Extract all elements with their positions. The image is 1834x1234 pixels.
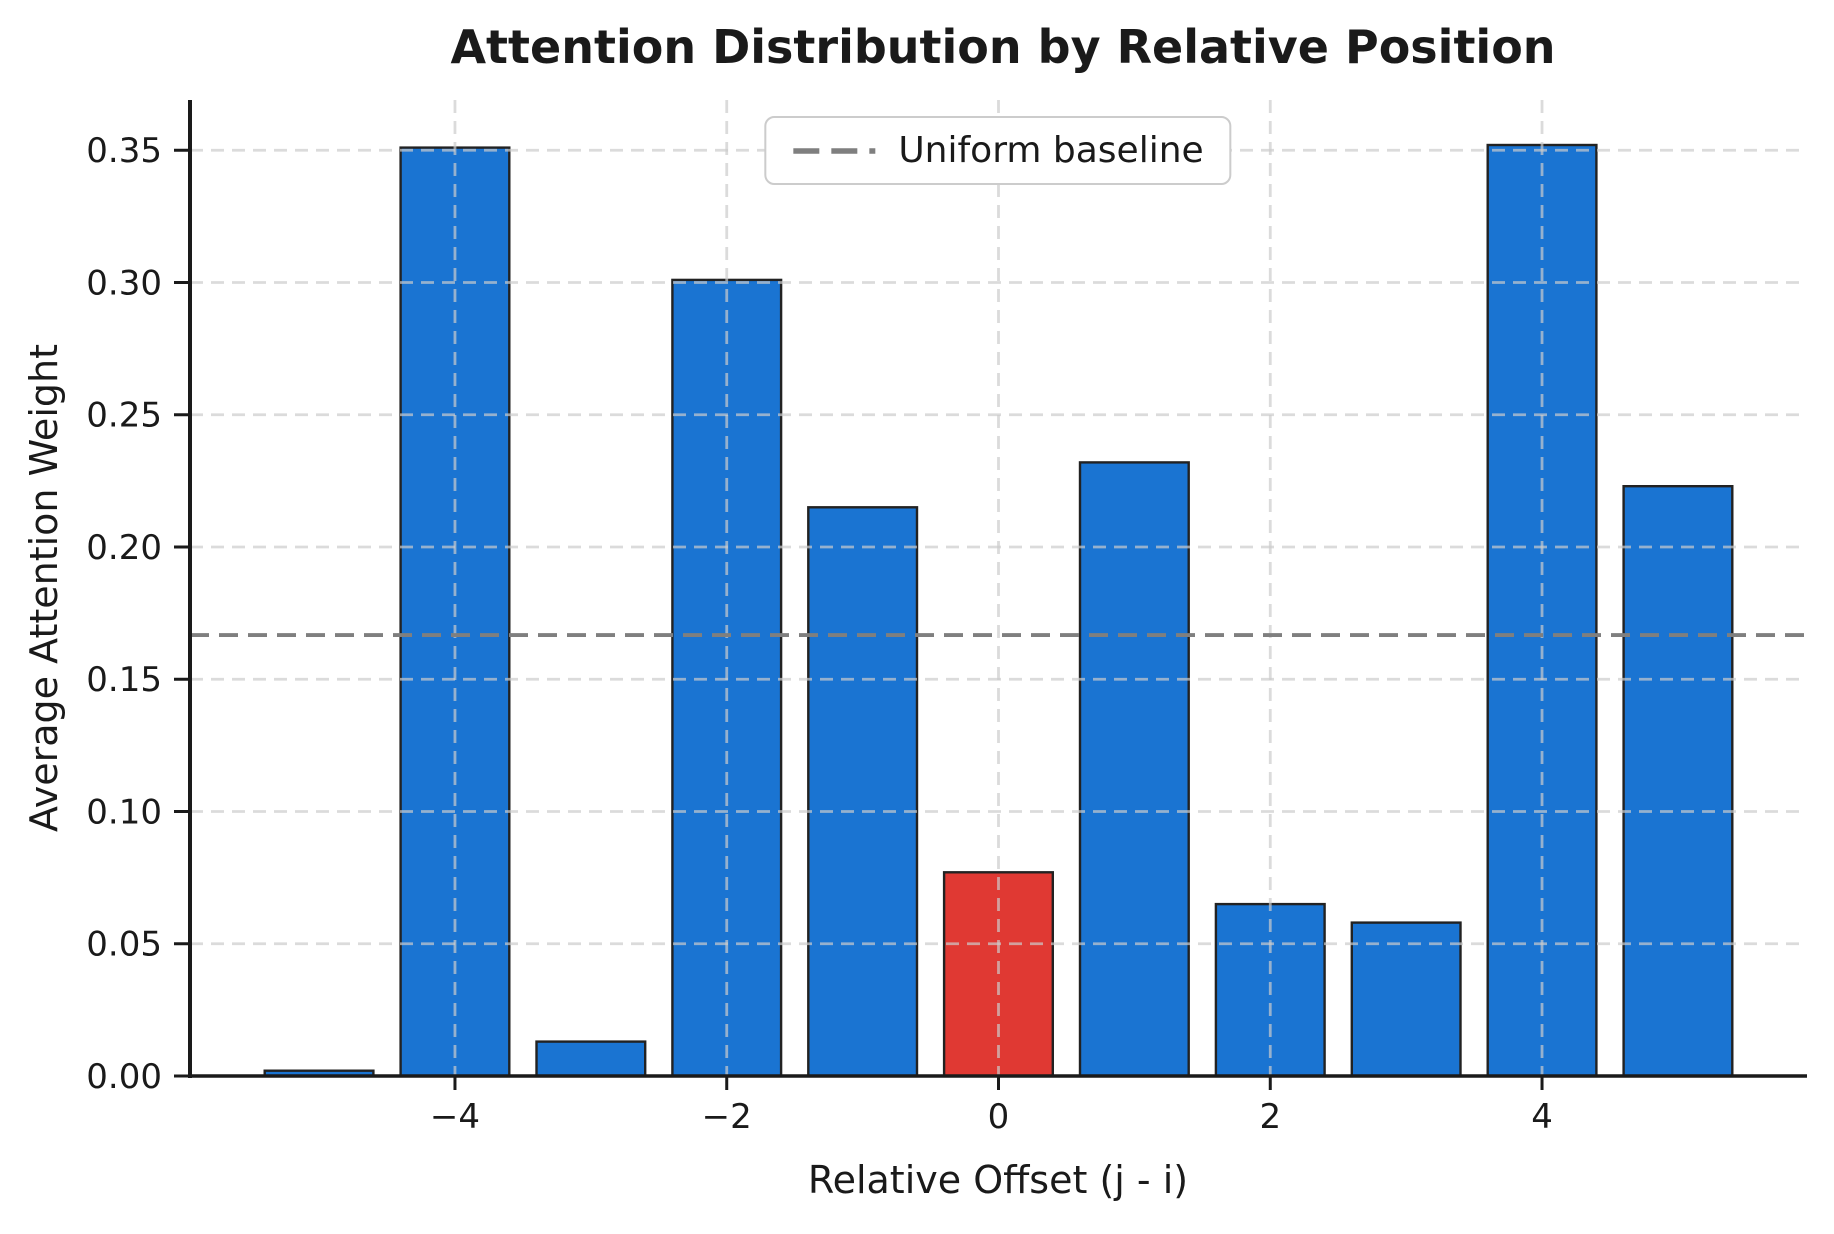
y-tick-label: 0.25 bbox=[86, 396, 162, 436]
bar-x3 bbox=[1350, 921, 1462, 1078]
legend-label: Uniform baseline bbox=[898, 130, 1204, 171]
bar-x-1 bbox=[807, 506, 919, 1078]
legend: Uniform baseline bbox=[764, 116, 1232, 185]
legend-dash-icon bbox=[793, 147, 876, 154]
y-tick-label: 0.30 bbox=[86, 263, 162, 303]
bar-x5 bbox=[1622, 485, 1734, 1078]
x-tick-label: 2 bbox=[1259, 1097, 1281, 1137]
y-tick-label: 0.00 bbox=[86, 1057, 162, 1097]
y-tick-label: 0.20 bbox=[86, 528, 162, 568]
y-axis-label: Average Attention Weight bbox=[22, 344, 66, 832]
bar-x1 bbox=[1078, 461, 1190, 1078]
x-tick-label: −4 bbox=[430, 1097, 480, 1137]
chart-title: Attention Distribution by Relative Posit… bbox=[450, 20, 1556, 74]
y-tick-label: 0.35 bbox=[86, 131, 162, 171]
y-tick-label: 0.05 bbox=[86, 925, 162, 965]
x-tick-label: 4 bbox=[1531, 1097, 1553, 1137]
y-tick-label: 0.15 bbox=[86, 660, 162, 700]
x-axis-label: Relative Offset (j - i) bbox=[807, 1158, 1189, 1202]
x-tick-label: 0 bbox=[988, 1097, 1010, 1137]
y-tick-label: 0.10 bbox=[86, 792, 162, 832]
bar-x-3 bbox=[535, 1040, 647, 1078]
x-tick-label: −2 bbox=[702, 1097, 752, 1137]
